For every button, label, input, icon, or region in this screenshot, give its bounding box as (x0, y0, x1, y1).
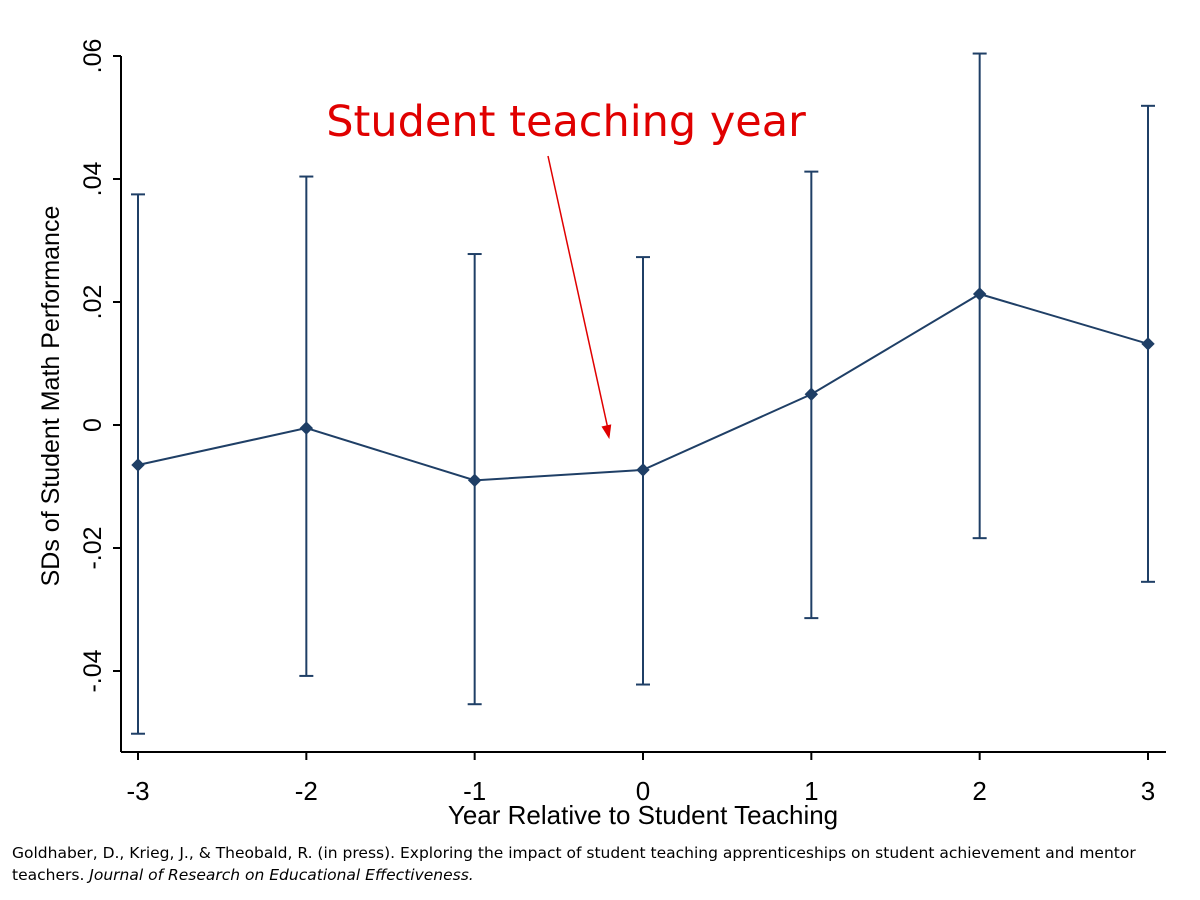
data-point (131, 458, 145, 472)
citation-authors: Goldhaber, D., Krieg, J., & Theobald, R.… (12, 844, 1136, 884)
y-tick-label: .04 (79, 162, 107, 197)
data-point (1141, 337, 1155, 351)
data-point (299, 421, 314, 435)
data-point (972, 287, 987, 301)
x-tick-label: 0 (636, 776, 650, 806)
y-tick-label: .06 (79, 39, 107, 74)
annotation-arrow-head (601, 424, 612, 440)
y-tick-label: -.04 (79, 649, 107, 692)
x-axis-title: Year Relative to Student Teaching (448, 800, 838, 830)
x-tick-label: 2 (972, 776, 986, 806)
x-tick-label: -1 (463, 776, 486, 806)
x-tick-label: -3 (126, 776, 149, 806)
x-tick-label: 3 (1141, 776, 1155, 806)
y-ticks: -.04 -.02 0 .02 .04 .06 (79, 39, 121, 693)
data-point (467, 473, 482, 488)
data-point (636, 463, 650, 477)
x-tick-label: 1 (804, 776, 818, 806)
citation: Goldhaber, D., Krieg, J., & Theobald, R.… (12, 842, 1192, 886)
markers (131, 287, 1155, 488)
x-tick-label: -2 (295, 776, 318, 806)
y-tick-label: 0 (79, 418, 107, 432)
annotation-arrow (547, 155, 612, 440)
chart: -.04 -.02 0 .02 .04 .06 -3 -2 -1 0 1 2 3 SDs of Stu… (37, 39, 1166, 830)
annotation-label: Student teaching year (326, 97, 806, 147)
annotation-arrow-shaft (547, 155, 611, 436)
y-tick-label: .02 (79, 285, 107, 320)
y-tick-label: -.02 (79, 526, 107, 569)
y-axis-title: SDs of Student Math Performance (37, 206, 65, 587)
x-ticks: -3 -2 -1 0 1 2 3 (126, 752, 1155, 806)
data-point (804, 387, 819, 401)
error-bars (131, 52, 1155, 735)
citation-journal: Journal of Research on Educational Effec… (89, 866, 474, 884)
